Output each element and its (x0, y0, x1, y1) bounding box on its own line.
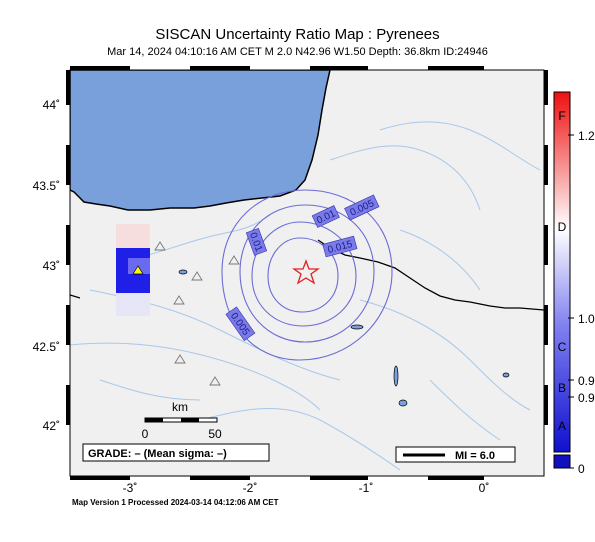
scale-max: 50 (208, 427, 222, 441)
grade-letter: B (558, 381, 566, 395)
sea (70, 70, 331, 211)
colorbar-value: 0.9 (578, 391, 595, 405)
scale-bar: km 0 50 (142, 400, 222, 441)
scale-min: 0 (142, 427, 149, 441)
epicenter-star (291, 259, 321, 285)
lake (393, 365, 399, 387)
scale-unit: km (172, 400, 188, 414)
grade-letter: C (558, 340, 567, 354)
lake (350, 324, 364, 330)
colorbar-value: 1.2 (578, 129, 595, 143)
grade-text: GRADE: – (Mean sigma: –) (88, 448, 227, 460)
lat-axis: 44˚ 43.5˚ 43˚ 42.5˚ 42˚ (33, 98, 60, 433)
lat-tick: 42.5˚ (33, 340, 60, 354)
lat-tick: 44˚ (43, 98, 60, 112)
lake (398, 399, 408, 407)
lon-tick: -2˚ (243, 481, 258, 495)
lake (502, 372, 510, 378)
stations (154, 241, 240, 386)
lon-tick: -1˚ (359, 481, 374, 495)
station-marker (174, 354, 186, 364)
grade-letter: A (558, 419, 566, 433)
lon-tick: -3˚ (123, 481, 138, 495)
lake (178, 269, 188, 275)
map-area: 0.005 0.01 0.015 0.01 0.005 km (70, 70, 544, 476)
colorbar-value: 1.0 (578, 312, 595, 326)
country-border (70, 239, 544, 311)
map-title: SISCAN Uncertainty Ratio Map : Pyrenees (155, 26, 440, 43)
lat-tick: 43˚ (43, 259, 60, 273)
station-marker (191, 271, 203, 281)
colorbar-value: 0.9 (578, 374, 595, 388)
grade-box: GRADE: – (Mean sigma: –) (82, 443, 270, 462)
station-marker (173, 295, 185, 305)
map-frame (66, 66, 548, 480)
mi-legend: MI = 6.0 (395, 446, 516, 463)
lon-tick: 0˚ (479, 481, 490, 495)
uncertainty-grid (116, 224, 150, 316)
lat-tick: 43.5˚ (33, 179, 60, 193)
lon-axis: -3˚ -2˚ -1˚ 0˚ (123, 481, 490, 495)
colorbar-value: 0 (578, 462, 585, 476)
lat-tick: 42˚ (43, 419, 60, 433)
station-marker (154, 241, 166, 251)
mi-text: MI = 6.0 (455, 450, 495, 462)
map-footer: Map Version 1 Processed 2024-03-14 04:12… (72, 498, 279, 507)
seismic-station-active (132, 265, 144, 275)
rivers (70, 121, 541, 471)
station-marker (228, 255, 240, 265)
event-info: Mar 14, 2024 04:10:16 AM CET M 2.0 N42.9… (107, 46, 488, 58)
colorbar: F D C B A 1.2 1.0 0.9 0.9 0 (553, 91, 595, 476)
grade-letter: F (558, 109, 565, 123)
grade-letter: D (558, 220, 567, 234)
station-marker (209, 376, 221, 386)
